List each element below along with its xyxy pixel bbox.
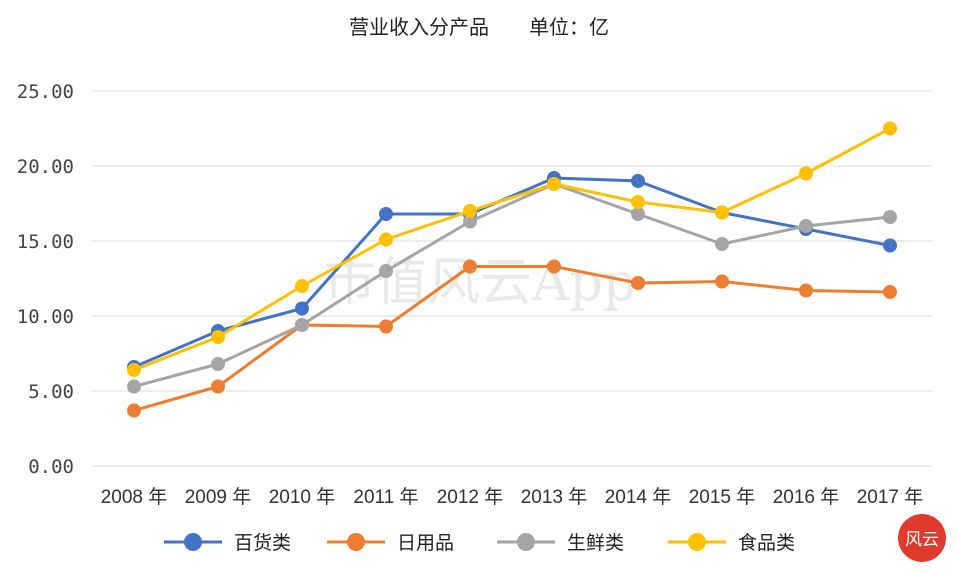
legend-swatch-marker <box>688 533 706 551</box>
y-tick-label: 10.00 <box>17 306 74 328</box>
data-point <box>631 195 645 209</box>
y-tick-label: 0.00 <box>28 456 74 478</box>
series-line <box>133 182 891 388</box>
legend-swatch-marker <box>184 533 202 551</box>
series-group <box>127 121 897 418</box>
data-point <box>295 279 309 293</box>
data-point <box>127 403 141 418</box>
x-tick-label: 2010 年 <box>269 486 336 508</box>
x-axis: 2008 年 2009 年 2010 年 2011 年 2012 年 2013 年 2014… <box>101 486 924 508</box>
data-point <box>547 259 561 274</box>
data-point <box>715 274 729 289</box>
data-point <box>295 318 309 332</box>
data-point <box>799 283 813 298</box>
y-tick-label: 5.00 <box>28 381 74 403</box>
x-tick-label: 2013 年 <box>521 486 588 508</box>
data-point <box>379 232 393 247</box>
data-point <box>631 276 645 290</box>
x-tick-label: 2017 年 <box>857 486 924 508</box>
legend-item: 日用品 <box>327 532 454 554</box>
series <box>127 121 897 377</box>
data-point <box>883 285 897 299</box>
data-point <box>127 379 141 394</box>
series-line <box>133 265 891 412</box>
data-point <box>715 205 729 220</box>
legend-label: 百货类 <box>234 532 291 554</box>
legend-swatch-marker <box>517 533 535 551</box>
data-point <box>715 237 729 251</box>
x-tick-label: 2014 年 <box>605 486 672 508</box>
data-point <box>127 363 141 377</box>
brand-logo: 风云 <box>898 514 946 562</box>
data-point <box>883 121 897 136</box>
y-tick-label: 15.00 <box>17 231 74 253</box>
x-tick-label: 2009 年 <box>185 486 252 508</box>
watermark: 市值风云App <box>324 253 636 313</box>
data-point <box>295 301 309 316</box>
legend-label: 生鲜类 <box>567 532 624 554</box>
data-point <box>463 204 477 218</box>
legend-swatch-marker <box>347 533 365 551</box>
series <box>127 177 897 394</box>
y-axis: 0.00 5.00 10.00 15.00 20.00 25.00 <box>17 81 74 478</box>
legend-item: 食品类 <box>668 532 795 554</box>
data-point <box>799 219 813 233</box>
legend-label: 食品类 <box>738 532 795 554</box>
data-point <box>211 357 225 371</box>
x-tick-label: 2016 年 <box>773 486 840 508</box>
x-tick-label: 2015 年 <box>689 486 756 508</box>
data-point <box>379 264 393 278</box>
legend-item: 百货类 <box>164 532 291 554</box>
x-tick-label: 2011 年 <box>353 486 418 508</box>
data-point <box>883 210 897 224</box>
brand-logo-text: 风云 <box>905 530 939 550</box>
grid-lines <box>92 90 932 467</box>
data-point <box>211 379 225 394</box>
data-point <box>379 319 393 334</box>
chart-title: 营业收入分产品 单位：亿 <box>349 15 609 39</box>
data-point <box>799 166 813 181</box>
data-point <box>547 177 561 191</box>
data-point <box>211 330 225 344</box>
x-tick-label: 2012 年 <box>437 486 504 508</box>
data-point <box>463 259 477 274</box>
series-line <box>133 127 891 372</box>
legend: 百货类 日用品 生鲜类 食品类 <box>164 532 795 554</box>
data-point <box>379 207 393 221</box>
y-tick-label: 25.00 <box>17 81 74 103</box>
data-point <box>631 174 645 188</box>
x-tick-label: 2008 年 <box>101 486 168 508</box>
y-tick-label: 20.00 <box>17 156 74 178</box>
data-point <box>883 238 897 253</box>
legend-item: 生鲜类 <box>497 532 624 554</box>
legend-label: 日用品 <box>397 532 454 554</box>
data-point <box>463 214 477 229</box>
data-point <box>631 207 645 221</box>
